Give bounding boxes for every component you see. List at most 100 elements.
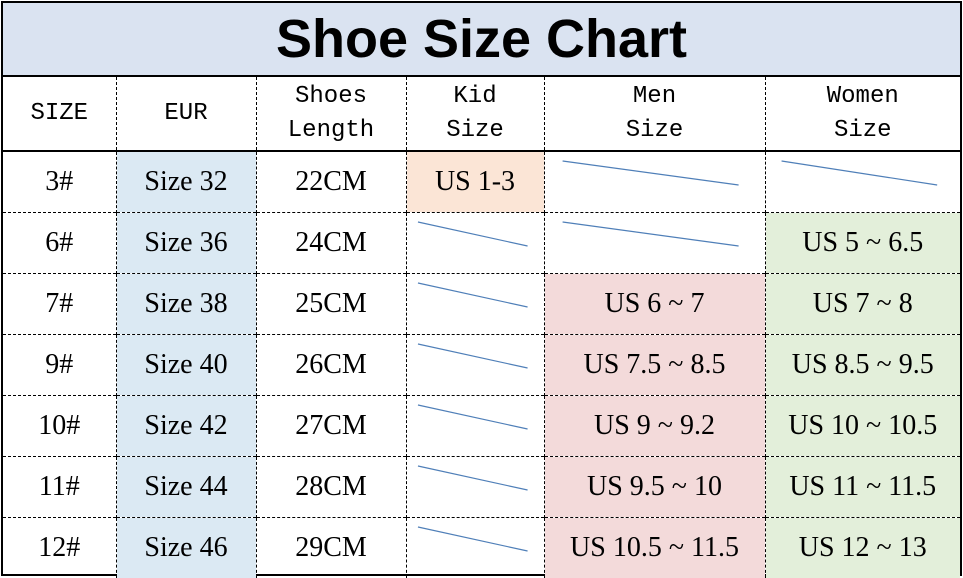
not-applicable-slash — [407, 518, 544, 578]
header-eur: EUR — [116, 77, 256, 151]
cell-eur-text: Size 46 — [144, 532, 227, 563]
header-shoes-length-line2: Length — [257, 114, 406, 148]
cell-women-size: US 7 ~ 8 — [765, 274, 960, 335]
cell-women-size-text: US 10 ~ 10.5 — [788, 410, 937, 441]
cell-women-size: US 5 ~ 6.5 — [765, 213, 960, 274]
cell-eur-text: Size 44 — [144, 471, 227, 502]
cell-women-size: US 8.5 ~ 9.5 — [765, 335, 960, 396]
cell-men-size: US 7.5 ~ 8.5 — [544, 335, 765, 396]
header-men-size-line2: Size — [545, 114, 765, 148]
cell-eur: Size 44 — [116, 457, 256, 518]
header-size-label: SIZE — [3, 97, 116, 131]
header-eur-label: EUR — [117, 97, 256, 131]
header-women-size-line1: Women — [766, 80, 961, 114]
table-row: 7# Size 38 25CM US 6 ~ 7 US 7 ~ 8 — [3, 274, 960, 335]
cell-men-size-text: US 6 ~ 7 — [605, 288, 705, 319]
header-shoes-length: Shoes Length — [256, 77, 406, 151]
cell-men-size-text: US 9 ~ 9.2 — [594, 410, 715, 441]
not-applicable-slash — [766, 152, 961, 212]
cell-eur-text: Size 36 — [144, 227, 227, 258]
cell-women-size: US 11 ~ 11.5 — [765, 457, 960, 518]
cell-eur-text: Size 38 — [144, 288, 227, 319]
cell-men-size-text: US 7.5 ~ 8.5 — [584, 349, 726, 380]
header-kid-size-line2: Size — [407, 114, 544, 148]
table-row: 6# Size 36 24CM US 5 ~ 6.5 — [3, 213, 960, 274]
cell-length-text: 29CM — [295, 532, 367, 563]
cell-women-size-text: US 8.5 ~ 9.5 — [792, 349, 934, 380]
cell-kid-size — [406, 396, 544, 457]
cell-kid-size — [406, 457, 544, 518]
cell-men-size: US 9 ~ 9.2 — [544, 396, 765, 457]
cell-men-size-text: US 10.5 ~ 11.5 — [570, 532, 739, 563]
cell-length: 27CM — [256, 396, 406, 457]
header-men-size-line1: Men — [545, 80, 765, 114]
cell-kid-size — [406, 518, 544, 578]
cell-size: 7# — [3, 274, 116, 335]
cell-length: 26CM — [256, 335, 406, 396]
cell-size-text: 7# — [45, 288, 73, 319]
cell-kid-size — [406, 335, 544, 396]
cell-length: 25CM — [256, 274, 406, 335]
header-women-size: Women Size — [765, 77, 960, 151]
cell-length-text: 24CM — [295, 227, 367, 258]
cell-size: 9# — [3, 335, 116, 396]
header-row: SIZE EUR Shoes Length Kid Size Men Size — [3, 77, 960, 151]
cell-size-text: 9# — [45, 349, 73, 380]
cell-length: 28CM — [256, 457, 406, 518]
cell-size: 10# — [3, 396, 116, 457]
header-shoes-length-line1: Shoes — [257, 80, 406, 114]
cell-eur: Size 36 — [116, 213, 256, 274]
not-applicable-slash — [407, 335, 544, 395]
cell-size-text: 10# — [38, 410, 80, 441]
table-row: 10# Size 42 27CM US 9 ~ 9.2 US 10 ~ 10.5 — [3, 396, 960, 457]
cell-eur-text: Size 32 — [144, 166, 227, 197]
header-kid-size: Kid Size — [406, 77, 544, 151]
chart-title: Shoe Size Chart — [276, 8, 687, 70]
cell-women-size: US 10 ~ 10.5 — [765, 396, 960, 457]
cell-men-size — [544, 151, 765, 213]
cell-kid-size — [406, 274, 544, 335]
cell-size: 3# — [3, 151, 116, 213]
cell-eur: Size 42 — [116, 396, 256, 457]
not-applicable-slash — [545, 152, 765, 212]
cell-eur: Size 38 — [116, 274, 256, 335]
header-size: SIZE — [3, 77, 116, 151]
cell-eur-text: Size 42 — [144, 410, 227, 441]
header-women-size-line2: Size — [766, 114, 961, 148]
cell-women-size-text: US 7 ~ 8 — [813, 288, 913, 319]
cell-eur: Size 46 — [116, 518, 256, 578]
cell-size-text: 6# — [45, 227, 73, 258]
cell-length-text: 28CM — [295, 471, 367, 502]
cell-kid-size: US 1-3 — [406, 151, 544, 213]
cell-length-text: 25CM — [295, 288, 367, 319]
not-applicable-slash — [407, 213, 544, 273]
cell-eur-text: Size 40 — [144, 349, 227, 380]
cell-eur: Size 40 — [116, 335, 256, 396]
cell-men-size-text: US 9.5 ~ 10 — [587, 471, 722, 502]
cell-length: 22CM — [256, 151, 406, 213]
title-bar: Shoe Size Chart — [3, 3, 960, 77]
not-applicable-slash — [407, 274, 544, 334]
cell-size-text: 11# — [39, 471, 80, 502]
cell-women-size-text: US 5 ~ 6.5 — [802, 227, 923, 258]
cell-length-text: 27CM — [295, 410, 367, 441]
cell-women-size: US 12 ~ 13 — [765, 518, 960, 578]
cell-length-text: 26CM — [295, 349, 367, 380]
header-men-size: Men Size — [544, 77, 765, 151]
size-table: SIZE EUR Shoes Length Kid Size Men Size — [3, 77, 960, 578]
cell-women-size-text: US 12 ~ 13 — [799, 532, 927, 563]
cell-size: 11# — [3, 457, 116, 518]
not-applicable-slash — [407, 396, 544, 456]
header-kid-size-line1: Kid — [407, 80, 544, 114]
not-applicable-slash — [545, 213, 765, 273]
table-row: 9# Size 40 26CM US 7.5 ~ 8.5 US 8.5 ~ 9.5 — [3, 335, 960, 396]
cell-men-size: US 6 ~ 7 — [544, 274, 765, 335]
cell-men-size: US 10.5 ~ 11.5 — [544, 518, 765, 578]
cell-women-size-text: US 11 ~ 11.5 — [789, 471, 936, 502]
cell-length: 24CM — [256, 213, 406, 274]
cell-size-text: 3# — [45, 166, 73, 197]
